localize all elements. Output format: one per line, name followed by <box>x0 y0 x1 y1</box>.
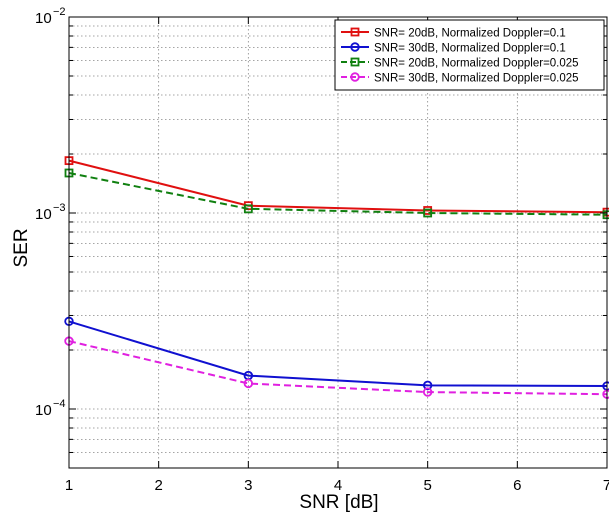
legend-entry: SNR= 20dB, Normalized Doppler=0.1 <box>341 28 566 40</box>
x-tick-label: 6 <box>513 477 521 494</box>
series-line <box>68 159 608 214</box>
series-1 <box>64 156 609 217</box>
series-lines <box>64 156 609 399</box>
y-tick-label-base: 10 <box>35 10 52 27</box>
y-tick-label: 10 −3 <box>35 202 66 223</box>
legend-entry: SNR= 20dB, Normalized Doppler=0.025 <box>341 58 579 70</box>
x-tick-label: 4 <box>334 477 342 494</box>
legend-entry: SNR= 30dB, Normalized Doppler=0.1 <box>341 42 566 55</box>
y-tick-label-base: 10 <box>35 206 52 223</box>
series-line <box>68 340 608 396</box>
square-marker <box>243 204 253 214</box>
legend-label: SNR= 20dB, Normalized Doppler=0.1 <box>374 28 566 40</box>
legend: SNR= 20dB, Normalized Doppler=0.1 SNR= 30… <box>334 19 605 91</box>
series-line <box>68 320 608 387</box>
x-tick-labels: 1 2 3 4 5 6 7 <box>65 477 609 494</box>
y-tick-label-exponent: −3 <box>53 202 66 214</box>
y-tick-label-exponent: −2 <box>53 6 66 18</box>
legend-entry: SNR= 30dB, Normalized Doppler=0.025 <box>341 72 579 85</box>
x-tick-label: 7 <box>603 477 609 494</box>
square-marker <box>423 208 433 218</box>
y-axis-label: SER <box>11 228 32 267</box>
legend-label: SNR= 20dB, Normalized Doppler=0.025 <box>374 58 579 70</box>
x-tick-label: 1 <box>65 477 73 494</box>
x-tick-label: 3 <box>244 477 252 494</box>
circle-marker <box>350 72 360 82</box>
circle-marker <box>350 42 360 52</box>
y-tick-label-base: 10 <box>35 402 52 419</box>
circle-marker <box>422 387 433 397</box>
legend-label: SNR= 30dB, Normalized Doppler=0.025 <box>374 73 579 85</box>
square-marker <box>350 27 360 37</box>
legend-box <box>334 19 605 91</box>
x-tick-label: 2 <box>154 477 162 494</box>
series-4 <box>64 336 609 399</box>
y-tick-label-exponent: −4 <box>53 398 66 410</box>
series-line <box>68 172 608 216</box>
y-tick-label: 10 −4 <box>35 398 66 419</box>
square-marker <box>350 57 360 67</box>
y-tick-labels: 10−410−310−2 <box>35 6 66 419</box>
legend-label: SNR= 30dB, Normalized Doppler=0.1 <box>374 43 566 55</box>
x-tick-label: 5 <box>423 477 431 494</box>
circle-marker <box>243 378 254 389</box>
x-axis-label: SNR [dB] <box>299 492 378 513</box>
series-2 <box>64 316 609 391</box>
y-tick-label: 10 −2 <box>35 6 66 27</box>
